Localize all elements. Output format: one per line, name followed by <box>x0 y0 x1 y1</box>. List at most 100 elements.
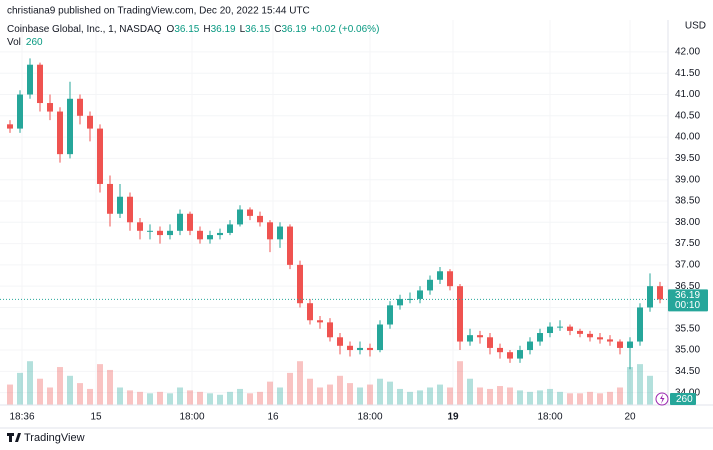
candle-body <box>637 307 643 342</box>
brand: TradingView <box>7 432 85 444</box>
volume-bar <box>27 361 33 405</box>
ohlc-value: 36.19 <box>281 24 306 35</box>
volume-badge-label: 260 <box>676 394 693 405</box>
volume-bar <box>637 364 643 405</box>
volume-bar <box>17 372 23 405</box>
candle-body <box>97 128 103 184</box>
volume-bar <box>397 388 403 405</box>
x-tick-label: 19 <box>447 412 459 423</box>
candle-body <box>487 337 493 348</box>
candle-body <box>427 279 433 291</box>
volume-bar <box>107 369 113 405</box>
candle-body <box>657 286 663 300</box>
y-tick-label: 40.50 <box>675 110 700 121</box>
volume-bar <box>447 387 453 405</box>
candle-body <box>17 94 23 129</box>
alert-bolt <box>660 394 665 404</box>
volume-bar <box>317 387 323 405</box>
candle-body <box>37 64 43 104</box>
candle-body <box>267 222 273 240</box>
change: +0.02 (+0.06%) <box>310 24 379 35</box>
y-tick-label: 39.50 <box>675 153 700 164</box>
candle-body <box>167 230 173 236</box>
x-tick-label: 16 <box>267 412 279 423</box>
brand-logo <box>7 433 21 442</box>
y-tick-label: 37.00 <box>675 260 700 271</box>
ohlc-value: 36.19 <box>211 24 236 35</box>
y-tick-label: 38.00 <box>675 217 700 228</box>
volume-bar <box>277 387 283 405</box>
candle-body <box>497 347 503 353</box>
volume-bar <box>567 393 573 405</box>
volume-bar <box>57 367 63 405</box>
candle-body <box>547 326 553 334</box>
candle-body <box>527 341 533 351</box>
y-tick-label: 42.00 <box>675 47 700 58</box>
ohlc-value: 36.15 <box>245 24 270 35</box>
candle-body <box>187 213 193 231</box>
volume-badge <box>670 393 696 405</box>
candle-body <box>627 341 633 348</box>
volume-bar <box>217 394 223 405</box>
volume-bar <box>177 387 183 405</box>
volume-bar <box>167 393 173 405</box>
candle-body <box>537 333 543 342</box>
countdown: 00:10 <box>675 300 700 311</box>
last-price-label: 36.19 <box>675 290 700 301</box>
y-tick-label: 40.00 <box>675 132 700 143</box>
candle-body <box>357 347 363 351</box>
candle-body <box>347 345 353 351</box>
y-tick-label: 37.50 <box>675 238 700 249</box>
candle-body <box>417 290 423 299</box>
volume-bar <box>587 391 593 405</box>
volume-bar <box>487 388 493 405</box>
x-tick-label: 20 <box>624 412 636 423</box>
candle-body <box>227 224 233 233</box>
volume-bar <box>77 383 83 405</box>
volume-bar <box>547 388 553 405</box>
volume-bar <box>507 387 513 405</box>
candle-body <box>27 64 33 95</box>
volume-bar <box>147 393 153 405</box>
volume-bar <box>477 387 483 405</box>
volume-bar <box>437 384 443 405</box>
candle-body <box>147 230 153 232</box>
candle-body <box>337 337 343 346</box>
candle-body <box>247 209 253 216</box>
volume-bar <box>467 378 473 405</box>
publish-note: christiana9 published on TradingView.com… <box>7 6 310 17</box>
volume-bar <box>257 391 263 405</box>
volume-bar <box>287 372 293 405</box>
volume-bar <box>207 393 213 405</box>
candle-body <box>257 215 263 223</box>
candle-body <box>277 226 283 240</box>
volume-bar <box>617 387 623 405</box>
volume-bar <box>67 375 73 405</box>
candle-body <box>177 213 183 231</box>
volume-bar <box>267 381 273 405</box>
x-tick-label: 18:00 <box>537 412 562 423</box>
last-price-box <box>668 289 708 312</box>
volume-legend: Vol 260 <box>7 37 43 48</box>
ohlc-key: H <box>203 24 210 35</box>
candle-body <box>397 298 403 306</box>
y-tick-label: 35.50 <box>675 323 700 334</box>
volume-bar <box>357 387 363 405</box>
volume-bar <box>127 390 133 405</box>
candle-body <box>207 235 213 240</box>
candle-body <box>67 98 73 155</box>
volume-bar <box>297 361 303 405</box>
volume-bar <box>387 381 393 405</box>
candle-body <box>507 352 513 359</box>
volume-bar <box>557 391 563 405</box>
candle-body <box>377 324 383 351</box>
candle-body <box>287 226 293 265</box>
y-tick-label: 39.00 <box>675 174 700 185</box>
candle-body <box>597 337 603 340</box>
ohlc-value: 36.15 <box>174 24 199 35</box>
volume-bar <box>527 391 533 405</box>
candle-body <box>457 286 463 342</box>
legend: Coinbase Global, Inc., 1, NASDAQ O36.15 H3… <box>7 24 379 35</box>
